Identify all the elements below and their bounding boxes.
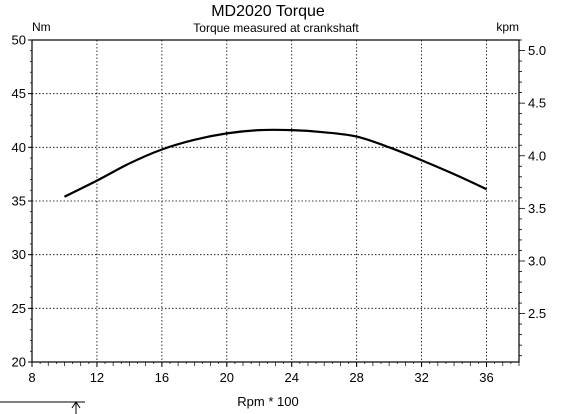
x-tick-label: 24 xyxy=(284,370,298,385)
y-left-tick-label: 50 xyxy=(12,33,26,48)
x-tick-label: 32 xyxy=(414,370,428,385)
y-left-tick-label: 20 xyxy=(12,355,26,370)
x-tick-label: 8 xyxy=(28,370,35,385)
chart-subtitle: Torque measured at crankshaft xyxy=(193,21,359,35)
x-tick-label: 12 xyxy=(90,370,104,385)
y-left-tick-label: 35 xyxy=(12,194,26,209)
y-right-tick-label: 3.5 xyxy=(528,201,546,216)
y-left-tick-label: 25 xyxy=(12,301,26,316)
y-right-tick-label: 3.0 xyxy=(528,253,546,268)
tick-labels: 8 12 16 20 24 28 32 36 20 25 30 35 40 45 50 2.5 3.0 3.5 4.… xyxy=(12,33,547,386)
x-tick-label: 28 xyxy=(349,370,363,385)
y-axis-right-unit: kpm xyxy=(496,20,519,34)
y-left-tick-label: 45 xyxy=(12,86,26,101)
y-left-tick-label: 40 xyxy=(12,140,26,155)
chart-title: MD2020 Torque xyxy=(211,3,325,20)
y-right-tick-label: 2.5 xyxy=(528,306,546,321)
arrow-marker xyxy=(0,401,85,414)
x-tick-label: 20 xyxy=(220,370,234,385)
y-right-tick-label: 5.0 xyxy=(528,43,546,58)
x-tick-label: 36 xyxy=(479,370,493,385)
plot-frame xyxy=(31,39,520,363)
tick-marks xyxy=(28,39,525,367)
x-tick-label: 16 xyxy=(155,370,169,385)
x-axis-label: Rpm * 100 xyxy=(237,394,298,409)
y-right-tick-label: 4.5 xyxy=(528,96,546,111)
y-right-tick-label: 4.0 xyxy=(528,148,546,163)
series-layer xyxy=(63,128,487,198)
y-left-tick-label: 30 xyxy=(12,247,26,262)
gridlines xyxy=(32,40,519,362)
torque-curve xyxy=(63,128,487,198)
y-axis-left-unit: Nm xyxy=(32,20,51,34)
